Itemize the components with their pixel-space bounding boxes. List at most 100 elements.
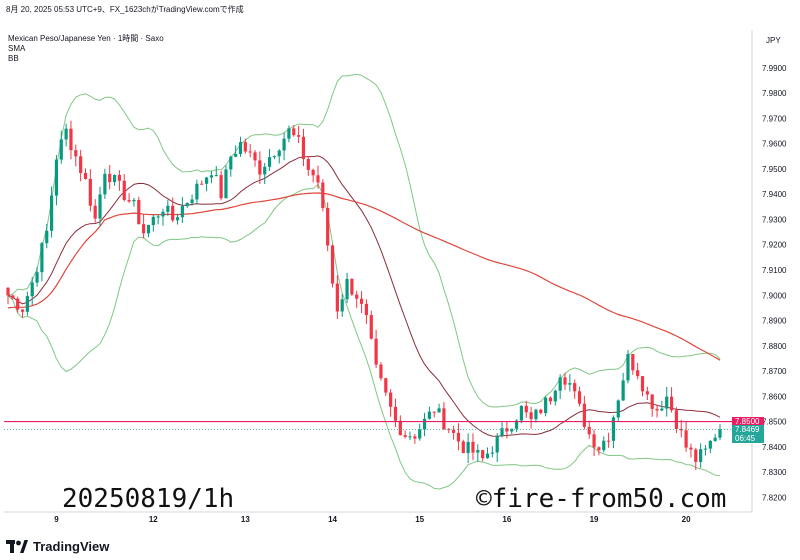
y-tick-label: 7.8300 [762,468,787,477]
candle-body [345,278,349,300]
candle-body [616,400,620,418]
x-tick-label: 15 [415,515,424,524]
candle-body [151,216,155,226]
candle-body [413,436,417,439]
candle-body [79,156,83,173]
candle-body [699,449,703,462]
candles [6,120,722,470]
candle-body [161,211,165,217]
candle-body [369,315,373,339]
candle-body [718,429,722,438]
candle-body [326,208,330,246]
x-tick-label: 20 [682,515,691,524]
candle-body [510,428,514,432]
candle-body [548,397,553,402]
chart-caption: 8月 20, 2025 05:53 UTC+9、FX_1623chがTradin… [6,5,244,14]
candle-body [350,278,354,295]
candle-body [49,195,54,231]
candle-body [631,354,635,371]
candle-body [238,142,243,155]
candle-body [209,175,214,178]
candle-body [204,177,209,184]
candle-body [379,364,383,379]
candle-body [292,128,296,136]
candle-body [374,338,378,365]
site-watermark: ©fire-from50.com [476,484,727,514]
candle-body [553,390,557,402]
candle-body [20,309,25,312]
candle-body [316,175,320,183]
bb-upper-line [7,73,721,408]
candle-body [674,410,679,430]
candle-body [461,441,465,454]
candle-body [408,436,412,438]
candle-body [103,173,107,195]
y-tick-label: 7.8500 [762,418,787,427]
candle-body [40,243,44,273]
candle-body [364,303,369,316]
candle-body [263,166,267,175]
hline-price-tag: 7.8500 [732,416,764,427]
candle-body [127,199,131,202]
candle-body [243,142,247,152]
candle-body [122,180,126,200]
candle-body [432,411,436,413]
candle-body [519,405,524,421]
candle-body [573,383,577,392]
candle-body [481,450,485,459]
candle-body [640,376,645,392]
candle-body [137,199,141,225]
candle-body [703,448,708,450]
x-tick-label: 14 [328,515,337,524]
candle-body [108,173,112,183]
candle-body [88,178,92,206]
candle-body [171,205,175,221]
last-price-value: 7.8469 [735,425,760,435]
tradingview-logo-icon[interactable] [6,539,28,554]
candle-body [45,230,49,244]
y-tick-label: 7.9400 [762,190,787,199]
candle-body [355,294,359,299]
candle-body [563,377,567,385]
candle-body [59,139,63,160]
candle-body [636,370,640,377]
candle-body [679,429,683,431]
candle-body [156,216,160,218]
candle-body [340,299,344,312]
y-tick-label: 7.9700 [762,114,787,123]
candle-body [301,136,306,159]
candle-body [272,156,276,158]
y-tick-label: 7.9900 [762,64,787,73]
candle-body [83,172,88,179]
candle-body [359,298,364,304]
axis-unit: JPY [766,36,781,45]
candle-body [54,159,59,196]
candle-body [597,447,601,451]
candle-body [11,295,15,299]
candle-body [330,245,335,284]
candle-body [529,412,533,420]
bb-indicator-label[interactable]: BB [8,54,19,63]
candle-body [74,150,78,157]
candle-body [190,199,194,204]
symbol-label[interactable]: Mexican Peso/Japanese Yen · 1時間 · Saxo [8,34,164,43]
candle-body [471,441,475,453]
bollinger-bands [7,73,721,490]
y-tick-label: 7.8800 [762,342,787,351]
price-axis: 7.9900 7.9800 7.9700 7.9600 7.9500 7.9400 7.93… [4,30,787,513]
candle-body [626,354,630,381]
candle-body [427,411,431,419]
candle-body [98,194,102,219]
moving-averages [7,155,721,437]
candle-body [180,206,184,218]
sma-indicator-label[interactable]: SMA [8,44,26,53]
y-tick-label: 7.9600 [762,140,787,149]
x-tick-label: 12 [149,515,158,524]
footer: TradingView [6,539,109,554]
price-lines [4,420,752,430]
candle-body [297,135,301,137]
candle-body [117,174,122,181]
candle-body [689,447,693,450]
candle-body [587,426,591,435]
